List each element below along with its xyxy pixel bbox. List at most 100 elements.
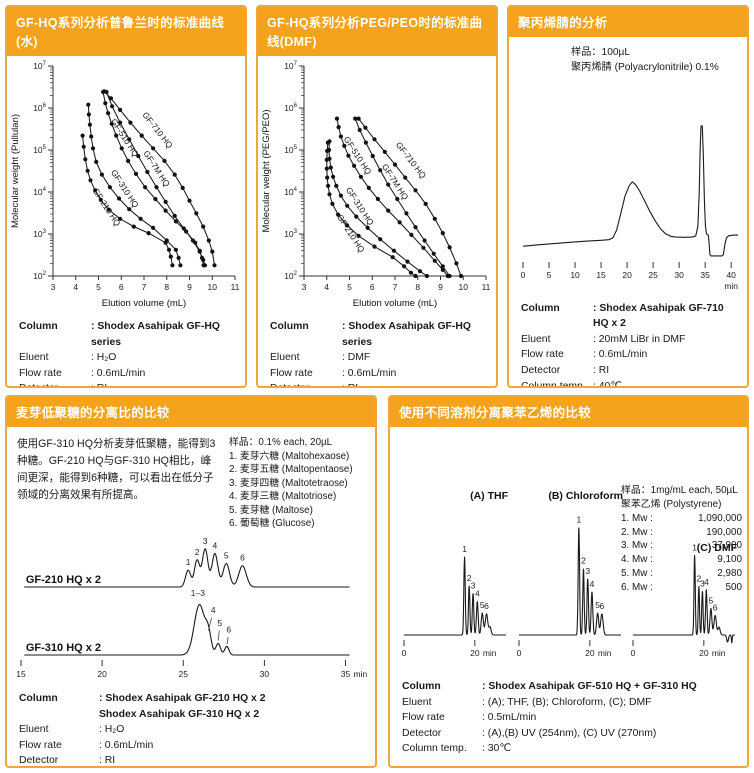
series-line <box>87 104 181 266</box>
data-point <box>372 244 377 249</box>
calibration-chart-water: 3 4 5 6 7 8 9 10 11 102 103 104 105 106 107 Elution vol… <box>10 61 240 309</box>
x-tick-label: 30 <box>260 669 270 679</box>
data-point <box>99 172 104 177</box>
sample-line: 1. 麦芽六糖 (Maltohexaose) <box>229 450 350 462</box>
condition-label: Detector <box>402 727 442 739</box>
data-point <box>102 89 107 94</box>
data-point <box>336 125 341 130</box>
data-point <box>172 172 177 177</box>
calibration-chart-dmf: 3 4 5 6 7 8 9 10 11 102 103 104 105 106 107 Elution vol… <box>261 61 491 309</box>
condition-value: : RI <box>593 365 610 377</box>
peak-number-label: 2 <box>467 573 472 583</box>
x-tick-label: 8 <box>415 282 420 292</box>
condition-value: : RI <box>342 381 358 386</box>
panel-body: 使用GF-310 HQ分析麦芽低聚糖，能得到3种糖。GF-210 HQ与GF-3… <box>7 427 375 766</box>
sample-line: 样品：0.1% each, 20µL <box>229 437 333 448</box>
data-point <box>181 226 186 231</box>
x-tick-label: 10 <box>459 282 469 292</box>
x-unit-label: min <box>724 281 738 291</box>
peak-number-label: 5 <box>595 600 600 610</box>
peak-number-label: 5 <box>480 600 485 610</box>
y-tick-label: 102 <box>33 271 46 281</box>
panel-calibration-water: GF-HQ系列分析普鲁兰时的标准曲线(水) 3 4 5 6 7 8 9 10 11 102 103 1… <box>5 5 247 388</box>
x-tick-label: 20 <box>699 648 709 658</box>
x-tick-label: 20 <box>622 270 632 280</box>
mw-label: 2. Mw : <box>621 526 653 538</box>
data-point <box>454 261 459 266</box>
y-axis-label: Molecular weight (PEG/PEO) <box>261 109 272 232</box>
condition-row: Flow rate: 0.5mL/min <box>402 710 737 726</box>
sample-line: 3. 麦芽四糖 (Maltotetraose) <box>229 477 348 489</box>
condition-value: : 0.6mL/min <box>91 367 146 379</box>
peak-number-label: 4 <box>213 540 218 550</box>
peak-number-label: 5 <box>709 595 714 605</box>
x-tick-label: 25 <box>179 669 189 679</box>
x-tick-label: 35 <box>700 270 710 280</box>
condition-row: Flow rate: 0.6mL/min <box>270 366 486 382</box>
data-point <box>352 163 357 168</box>
data-point <box>357 127 362 133</box>
panel-header-bar: GF-HQ系列分析PEG/PEO时的标准曲线(DMF) <box>258 7 496 56</box>
peak-number-label: 1 <box>462 544 467 554</box>
x-tick-label: 0 <box>521 270 526 280</box>
condition-label: Flow rate <box>19 367 62 379</box>
data-point <box>328 165 333 170</box>
y-tick-label: 103 <box>284 229 297 239</box>
peak-number-label: 6 <box>240 553 245 563</box>
data-point <box>206 238 211 243</box>
conditions-table: Column: Shodex Asahipak GF-710 HQ x 2 El… <box>509 294 747 386</box>
data-point <box>201 257 206 263</box>
x-tick-label: 3 <box>302 282 307 292</box>
data-point <box>173 247 178 252</box>
data-point <box>128 120 133 125</box>
condition-label: Detector <box>19 381 91 386</box>
peak-number-label: 5 <box>217 618 222 628</box>
mw-value: 190,000 <box>706 526 742 538</box>
condition-row: Column: Shodex Asahipak GF-HQ series <box>270 319 486 350</box>
data-point <box>391 248 396 253</box>
condition-row: Detector: RI <box>270 381 486 386</box>
y-tick-label: 103 <box>33 229 46 239</box>
panel-body: 3 4 5 6 7 8 9 10 11 102 103 104 105 106 107 Elution vol… <box>7 56 245 386</box>
condition-value: : Shodex Asahipak GF-HQ series <box>91 321 220 348</box>
panel-title: GF-HQ系列分析PEG/PEO时的标准曲线(DMF) <box>267 16 483 49</box>
data-point <box>94 159 99 164</box>
data-point <box>136 153 141 159</box>
data-point <box>131 224 136 229</box>
data-point <box>327 156 332 161</box>
series-label: GF-710 HQ <box>140 110 175 151</box>
data-point <box>327 192 332 197</box>
data-point <box>431 251 436 256</box>
data-point <box>151 146 156 151</box>
mw-row: 4. Mw : 9,100 <box>621 553 742 567</box>
data-point <box>86 102 91 107</box>
condition-label: Eluent <box>402 696 432 708</box>
series-line <box>336 118 449 277</box>
data-point <box>163 199 168 204</box>
data-point <box>153 196 158 202</box>
data-point <box>346 153 351 158</box>
data-point <box>164 238 169 243</box>
panel-body: 样品：1mg/mL each, 50µL 聚苯乙烯 (Polystyrene) … <box>390 477 747 761</box>
condition-value: : Shodex Asahipak GF-510 HQ + GF-310 HQ <box>482 681 697 692</box>
sample-line: 2. 麦芽五糖 (Maltopentaose) <box>229 464 353 476</box>
data-point <box>417 269 423 274</box>
peak-number-label: 3 <box>471 581 476 591</box>
data-point <box>163 208 168 213</box>
data-point <box>146 231 151 236</box>
data-point <box>151 225 156 230</box>
condition-value: : Shodex Asahipak GF-210 HQ x 2 Shodex A… <box>99 693 266 720</box>
sample-line: 样品：1mg/mL each, 50µL <box>621 485 738 496</box>
x-tick-label: 10 <box>208 282 218 292</box>
series-label: GF-710 HQ <box>394 140 429 181</box>
condition-label: Eluent <box>521 333 551 345</box>
panel-title: GF-HQ系列分析普鲁兰时的标准曲线(水) <box>16 16 225 49</box>
x-tick-label: 11 <box>482 282 491 292</box>
mw-label: 1. Mw : <box>621 512 653 524</box>
mw-value: 9,100 <box>717 554 742 566</box>
x-tick-label: 40 <box>726 270 736 280</box>
conditions-table: Column: Shodex Asahipak GF-HQ series Elu… <box>258 312 496 386</box>
mw-value: 500 <box>725 582 742 594</box>
peak-number-label: 6 <box>713 603 718 613</box>
